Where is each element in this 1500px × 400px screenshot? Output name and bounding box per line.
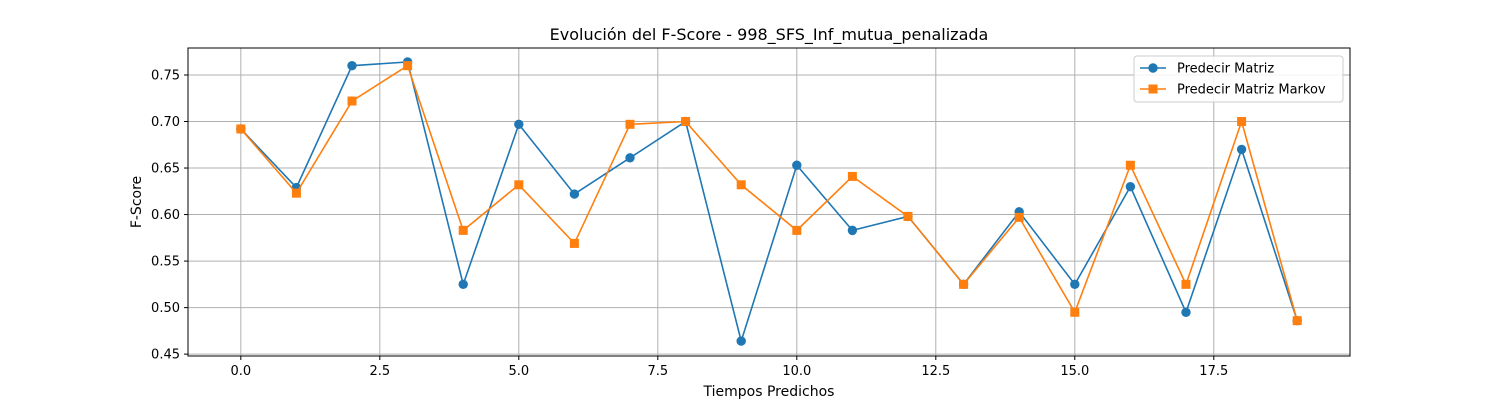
legend-marker xyxy=(1148,63,1158,73)
data-point-marker xyxy=(1236,144,1247,155)
x-tick-label: 17.5 xyxy=(1199,364,1228,379)
data-point-marker xyxy=(347,60,357,71)
chart-title: Evolución del F-Score - 998_SFS_Inf_mutu… xyxy=(550,25,989,45)
data-point-marker xyxy=(291,188,301,198)
data-point-marker xyxy=(1125,160,1135,170)
y-tick-label: 0.45 xyxy=(151,348,180,363)
data-point-marker xyxy=(1070,279,1080,290)
y-tick-label: 0.55 xyxy=(151,255,180,270)
data-point-marker xyxy=(959,279,969,289)
legend-label: Predecir Matriz xyxy=(1177,62,1274,77)
y-tick-label: 0.65 xyxy=(151,162,180,177)
legend: Predecir Matriz Predecir Matriz Markov xyxy=(1133,55,1344,103)
series-line xyxy=(240,64,1298,321)
y-tick-label: 0.75 xyxy=(151,68,180,83)
data-point-marker xyxy=(681,117,691,127)
data-point-marker xyxy=(458,225,468,235)
data-point-marker xyxy=(403,61,413,71)
data-point-marker xyxy=(1237,117,1247,127)
x-tick-label: 2.5 xyxy=(369,364,390,379)
data-point-marker xyxy=(792,225,802,235)
legend-entry-1: Predecir Matriz xyxy=(1140,62,1274,77)
data-point-marker xyxy=(569,189,580,199)
x-axis-title: Tiempos Predichos xyxy=(703,384,835,400)
data-point-marker xyxy=(792,160,802,170)
data-point-marker xyxy=(847,225,858,236)
legend-label: Predecir Matriz Markov xyxy=(1177,83,1326,98)
data-point-marker xyxy=(625,153,635,163)
x-tick-label: 7.5 xyxy=(647,364,668,379)
series-layer xyxy=(236,57,1302,346)
x-tick-label: 12.5 xyxy=(921,364,950,379)
axis-ticks: 0.0 2.5 5.0 7.5 10.0 12.5 15.0 17.5 0.45 0.50 0.55… xyxy=(151,68,1228,379)
y-tick-label: 0.60 xyxy=(151,208,180,223)
data-point-marker xyxy=(458,279,468,290)
legend-marker xyxy=(1148,84,1158,94)
data-point-marker xyxy=(1070,307,1080,317)
data-point-marker xyxy=(1292,316,1302,326)
grid xyxy=(188,48,1350,356)
data-point-marker xyxy=(847,171,857,181)
data-point-marker xyxy=(236,124,246,134)
x-tick-label: 15.0 xyxy=(1060,364,1089,379)
legend-entry-2: Predecir Matriz Markov xyxy=(1140,83,1326,98)
data-point-marker xyxy=(569,238,579,248)
x-tick-label: 0.0 xyxy=(230,364,251,379)
data-point-marker xyxy=(514,119,524,130)
data-point-marker xyxy=(736,180,746,190)
y-tick-label: 0.50 xyxy=(151,301,180,316)
data-point-marker xyxy=(1181,279,1191,289)
data-point-marker xyxy=(736,336,746,346)
data-point-marker xyxy=(1181,307,1191,317)
x-tick-label: 10.0 xyxy=(782,364,811,379)
data-point-marker xyxy=(514,180,524,190)
data-point-marker xyxy=(1014,212,1024,222)
plot-area-frame xyxy=(187,47,1351,357)
data-point-marker xyxy=(347,96,357,106)
y-tick-label: 0.70 xyxy=(151,115,180,130)
series-line xyxy=(240,61,1298,345)
series-2 xyxy=(236,61,1302,326)
data-point-marker xyxy=(903,211,913,221)
data-point-marker xyxy=(625,119,635,129)
data-point-marker xyxy=(1125,181,1136,192)
legend-box xyxy=(1133,55,1344,103)
x-tick-label: 5.0 xyxy=(508,364,529,379)
y-axis-title: F-Score xyxy=(129,176,145,228)
